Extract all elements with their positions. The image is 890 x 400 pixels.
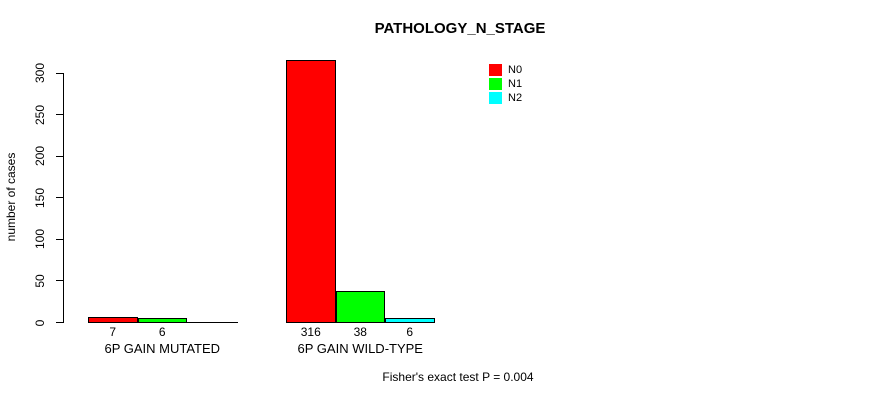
legend-label: N1 <box>508 78 523 90</box>
statistical-test-note: Fisher's exact test P = 0.004 <box>382 370 534 384</box>
y-tick-mark <box>56 322 63 323</box>
y-tick-mark <box>56 238 63 240</box>
bar-value-label: 6 <box>158 325 166 339</box>
y-tick-label: 200 <box>33 146 47 167</box>
y-tick-mark <box>56 114 63 116</box>
y-tick-label: 250 <box>33 104 47 125</box>
legend-row: N0 <box>489 64 522 76</box>
chart-title: PATHOLOGY_N_STAGE <box>374 20 546 37</box>
legend: N0 N1 N2 <box>489 64 522 106</box>
legend-swatch-n1 <box>489 78 502 90</box>
bar-value-label: 7 <box>109 325 117 339</box>
y-tick-mark <box>56 155 63 157</box>
y-tick-label: 50 <box>33 274 47 288</box>
bar-value-label: 316 <box>300 325 321 339</box>
bar-n0 <box>88 316 138 323</box>
bar-n1 <box>137 317 187 323</box>
bar-value-label: 6 <box>406 325 414 339</box>
y-tick-label: 100 <box>33 229 47 250</box>
y-tick-mark <box>56 72 63 74</box>
bar-value-label: 38 <box>353 325 367 339</box>
legend-row: N2 <box>489 92 522 104</box>
y-tick-label: 0 <box>33 319 47 326</box>
category-label: 6P GAIN WILD-TYPE <box>297 341 423 356</box>
legend-label: N0 <box>508 64 523 76</box>
y-tick-label: 150 <box>33 187 47 208</box>
y-tick-mark <box>56 197 63 199</box>
category-label: 6P GAIN MUTATED <box>104 341 221 356</box>
legend-row: N1 <box>489 78 522 90</box>
bar-n2 <box>385 317 435 323</box>
y-axis-line <box>63 73 64 323</box>
legend-label: N2 <box>508 92 523 104</box>
legend-swatch-n2 <box>489 92 502 104</box>
legend-swatch-n0 <box>489 64 502 76</box>
bar-n2-zero <box>187 321 238 323</box>
y-tick-mark <box>56 280 63 282</box>
y-axis-title: number of cases <box>4 152 18 242</box>
y-tick-label: 300 <box>33 62 47 84</box>
bar-n0 <box>286 59 336 323</box>
bar-n1 <box>335 290 385 323</box>
